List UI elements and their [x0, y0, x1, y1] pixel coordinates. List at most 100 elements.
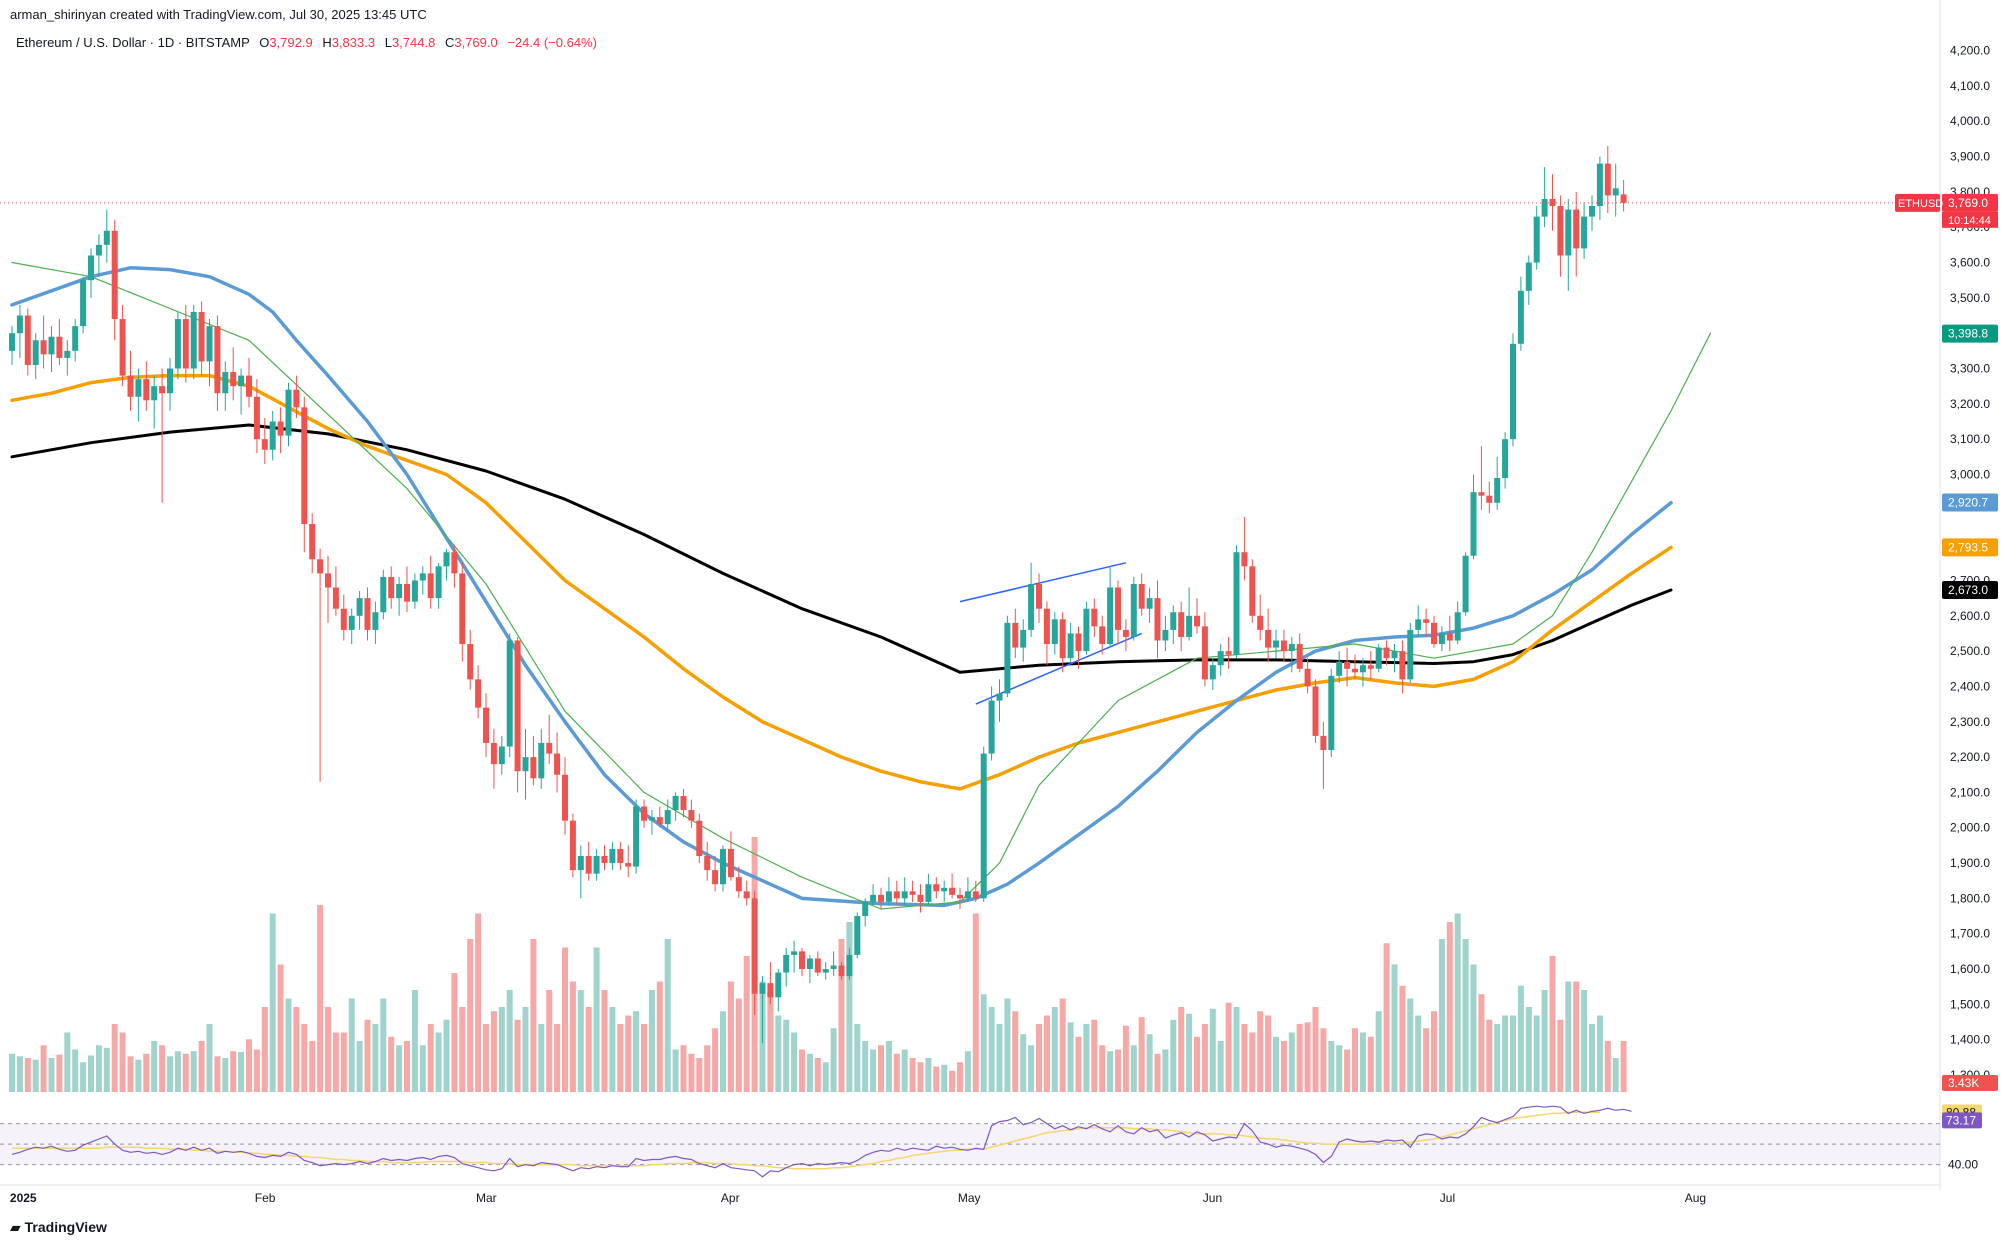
volume-bar	[1486, 1019, 1493, 1092]
volume-bar	[585, 1007, 592, 1092]
volume-bar	[1099, 1045, 1106, 1092]
candle-body	[672, 795, 679, 811]
candle-body	[893, 891, 900, 899]
candle-body	[246, 375, 252, 397]
candle-body	[309, 523, 316, 560]
time-axis-label: Jun	[1203, 1191, 1222, 1205]
volume-bar	[119, 1032, 126, 1092]
volume-bar	[949, 1070, 956, 1092]
candle-body	[1462, 555, 1469, 613]
volume-bar	[238, 1052, 245, 1092]
candle-body	[411, 580, 418, 602]
volume-bar	[1020, 1034, 1027, 1092]
candle-body	[799, 951, 805, 970]
candle-body	[712, 870, 719, 885]
candle-body	[625, 863, 632, 867]
candle-body	[443, 552, 450, 567]
price-tick-label: 2,000.0	[1950, 821, 1990, 835]
volume-bar	[909, 1058, 916, 1092]
candle-body	[783, 954, 790, 973]
volume-bar	[609, 1007, 616, 1092]
candle-body	[656, 817, 663, 825]
candle-body	[167, 368, 173, 394]
volume-bar	[427, 1024, 434, 1092]
candle-body	[1028, 583, 1035, 630]
candle-body	[664, 810, 671, 825]
volume-bar	[1051, 1007, 1058, 1092]
volume-bar	[641, 1024, 647, 1092]
candle-body	[648, 817, 655, 821]
candle-body	[972, 891, 979, 899]
candle-body	[538, 742, 545, 779]
price-tick-label: 2,300.0	[1950, 715, 1990, 729]
candle-body	[522, 757, 529, 772]
volume-bar	[1249, 1032, 1256, 1092]
volume-bar	[791, 1032, 798, 1092]
volume-bar	[443, 1019, 450, 1092]
volume-bar	[1510, 1015, 1516, 1092]
volume-bar	[1359, 1032, 1366, 1092]
volume-bar	[1241, 1024, 1248, 1092]
ohlc-legend: Ethereum / U.S. Dollar · 1D · BITSTAMP O…	[16, 35, 597, 50]
volume-bar	[1604, 1041, 1611, 1092]
price-label-text: 2,673.0	[1948, 583, 1988, 597]
close-value: 3,769.0	[454, 35, 498, 50]
volume-bar	[167, 1056, 173, 1092]
candle-body	[459, 573, 466, 645]
open-label: O	[259, 35, 270, 50]
volume-bar	[174, 1051, 181, 1092]
candle-body	[119, 319, 126, 376]
candle-body	[1470, 492, 1477, 556]
candle-body	[490, 742, 497, 765]
volume-bar	[1194, 1036, 1200, 1092]
candle-body	[704, 855, 711, 871]
volume-bar	[577, 990, 584, 1092]
symbol-tag-bg	[1895, 193, 1940, 212]
price-tick-label: 3,000.0	[1950, 467, 1990, 481]
rsi-line	[11, 1105, 1632, 1178]
candle-body	[182, 319, 189, 369]
volume-bar	[127, 1056, 134, 1092]
volume-bar	[1344, 1049, 1351, 1092]
volume-bar	[32, 1059, 39, 1092]
volume-bar	[1067, 1022, 1074, 1092]
candle-body	[88, 255, 94, 281]
candle-body	[980, 753, 987, 899]
volume-bar	[601, 990, 608, 1092]
candle-body	[1122, 629, 1129, 637]
candle-body	[1573, 209, 1580, 249]
candle-body	[1099, 626, 1106, 645]
volume-bar	[1083, 1024, 1090, 1092]
price-tick-label: 1,800.0	[1950, 891, 1990, 905]
volume-bar	[1517, 985, 1524, 1092]
candle-body	[1273, 640, 1279, 648]
volume-bar	[1107, 1051, 1114, 1092]
candle-body	[261, 439, 268, 450]
candle-body	[846, 954, 853, 977]
price-label-bg	[1942, 493, 1998, 512]
candle-body	[925, 884, 932, 902]
volume-bar	[838, 939, 845, 1092]
volume-bar	[40, 1045, 47, 1092]
price-tick-label: 3,100.0	[1950, 432, 1990, 446]
price-label-bg	[1942, 324, 1998, 343]
volume-bar	[56, 1054, 63, 1092]
volume-bar	[1075, 1036, 1082, 1092]
time-axis-label: Mar	[476, 1191, 497, 1205]
candle-body	[1257, 615, 1264, 630]
volume-bar	[1257, 1011, 1264, 1092]
volume-bar	[435, 1032, 442, 1092]
low-value: 3,744.8	[391, 35, 436, 50]
volume-bar	[388, 1036, 395, 1092]
candle-body	[143, 379, 150, 401]
volume-bar	[846, 922, 853, 1092]
candle-body	[253, 396, 260, 440]
volume-bar	[332, 1032, 339, 1092]
candle-body	[427, 573, 434, 599]
candle-body	[1304, 668, 1311, 687]
candle-body	[206, 326, 213, 362]
volume-bar	[538, 1024, 545, 1092]
volume-bar	[1043, 1015, 1050, 1092]
volume-bar	[672, 1049, 679, 1092]
